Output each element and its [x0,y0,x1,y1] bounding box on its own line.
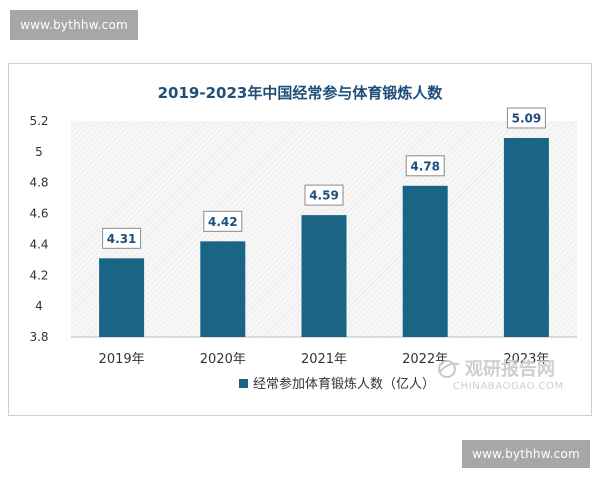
chart-frame: 2019-2023年中国经常参与体育锻炼人数 3.8 4 4.2 4.4 4.6 4.8 5… [8,63,592,416]
legend-label: 经常参加体育锻炼人数（亿人） [253,376,435,392]
y-tick-label: 4.8 [29,176,48,190]
y-axis: 3.8 4 4.2 4.4 4.6 4.8 5 5.2 [29,114,48,344]
logo-swoosh-icon [438,362,460,374]
data-label: 4.78 [410,159,440,173]
data-label-box [203,210,243,232]
logo-icon [438,360,456,378]
logo: 观研报告网 CHINABAOGAO.COM [438,358,564,392]
x-tick-label: 2023年 [503,352,549,367]
data-label-box [102,227,142,249]
data-label: 4.59 [309,189,339,203]
x-tick-label: 2021年 [301,352,347,367]
y-tick-label: 5.2 [29,114,48,128]
y-tick-label: 4.6 [29,207,48,221]
legend-swatch [239,379,248,388]
chart-title: 2019-2023年中国经常参与体育锻炼人数 [158,84,444,102]
data-label-box [506,107,546,129]
data-labels: 4.31 4.42 4.59 4.78 5.09 [102,107,546,249]
x-axis: 2019年 2020年 2021年 2022年 2023年 [99,352,550,367]
data-label: 4.42 [208,215,238,229]
bar [200,241,246,337]
bar [503,137,549,337]
x-tick-label: 2020年 [200,352,246,367]
logo-name: 观研报告网 [465,358,555,380]
x-tick-label: 2022年 [402,352,448,367]
watermark-top: www.bythhw.com [10,10,138,40]
y-tick-label: 4 [35,299,43,313]
bar [402,185,448,337]
data-label: 5.09 [512,111,542,125]
y-tick-label: 4.2 [29,268,48,282]
data-label-box [304,184,344,206]
bar-chart: 2019-2023年中国经常参与体育锻炼人数 3.8 4 4.2 4.4 4.6 4.8 5… [29,84,577,392]
watermark-bottom: www.bythhw.com [462,440,590,468]
legend: 经常参加体育锻炼人数（亿人） [239,376,435,392]
x-tick-label: 2019年 [99,352,145,367]
bar [301,215,347,337]
data-label: 4.31 [107,232,137,246]
data-label-box [405,155,445,177]
bars [99,137,549,337]
bar [99,258,145,337]
logo-url: CHINABAOGAO.COM [453,381,564,392]
y-tick-label: 4.4 [29,237,48,251]
y-tick-label: 5 [35,145,43,159]
y-tick-label: 3.8 [29,330,48,344]
